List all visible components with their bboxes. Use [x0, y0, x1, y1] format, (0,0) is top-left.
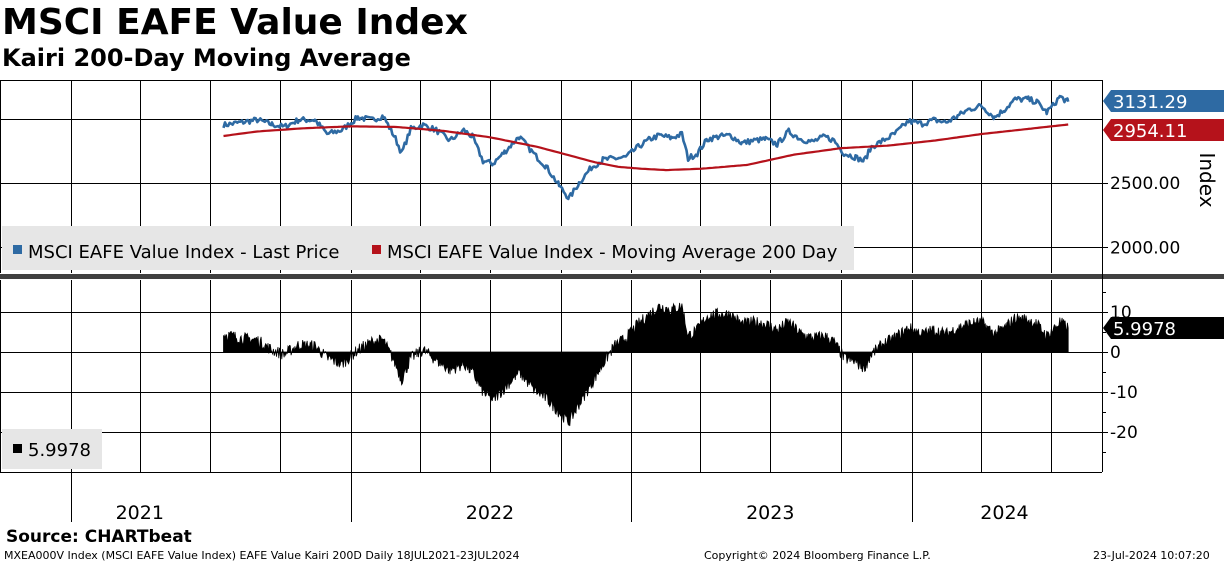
axes: 2000.002500.00-20-10010Index3131.292954.… — [0, 80, 1224, 524]
price-legend-swatch — [13, 245, 22, 254]
kairi-area — [223, 302, 1069, 427]
price-legend-label: MSCI EAFE Value Index - Last Price — [28, 242, 339, 263]
chart-subtitle: Kairi 200-Day Moving Average — [2, 44, 411, 72]
price-last-value-tag: 3131.29 — [1103, 90, 1224, 113]
x-tick-label: 2024 — [980, 502, 1028, 524]
y-tick-label: -20 — [1110, 423, 1138, 443]
x-tick-label: 2021 — [116, 502, 164, 524]
price-legend-box — [2, 226, 854, 270]
price-last-value-tag-shape — [1103, 90, 1224, 112]
y-tick-label: 2500.00 — [1110, 174, 1180, 194]
y-tick-label: 2000.00 — [1110, 238, 1180, 258]
panel-separator — [0, 274, 1224, 279]
ma-last-value-tag: 2954.11 — [1103, 119, 1224, 142]
moving-average-line — [223, 123, 1069, 172]
ma-legend-label: MSCI EAFE Value Index - Moving Average 2… — [387, 242, 838, 263]
footer-copyright: Copyright© 2024 Bloomberg Finance L.P. — [704, 549, 931, 562]
y-tick-label: -10 — [1110, 383, 1138, 403]
price-panel — [222, 94, 1070, 201]
footer-timestamp: 23-Jul-2024 10:07:20 — [1093, 549, 1210, 562]
kairi-last-value-tag-text: 5.9978 — [1113, 319, 1176, 340]
kairi-last-value-tag-shape — [1103, 317, 1224, 339]
source-note: Source: CHARTbeat — [6, 527, 192, 547]
kairi-legend-label: 5.9978 — [28, 440, 91, 461]
kairi-last-value-tag: 5.9978 — [1103, 317, 1224, 340]
x-tick-label: 2022 — [466, 502, 514, 524]
y-axis-title: Index — [1195, 152, 1219, 207]
ma-last-value-tag-text: 2954.11 — [1113, 121, 1187, 142]
ma-legend-swatch — [372, 245, 381, 254]
price-line — [222, 94, 1070, 201]
chart-title: MSCI EAFE Value Index — [2, 2, 468, 43]
x-tick-label: 2023 — [746, 502, 794, 524]
y-tick-label: 0 — [1110, 343, 1121, 363]
chart-canvas: 2000.002500.00-20-10010Index3131.292954.… — [0, 80, 1224, 524]
kairi-legend-swatch — [13, 444, 22, 453]
ma-last-value-tag-shape — [1103, 119, 1224, 141]
kairi-panel — [223, 302, 1069, 427]
price-last-value-tag-text: 3131.29 — [1113, 92, 1187, 113]
footer-description: MXEA000V Index (MSCI EAFE Value Index) E… — [4, 549, 520, 562]
legends: MSCI EAFE Value Index - Last Price MSCI E… — [2, 226, 854, 469]
